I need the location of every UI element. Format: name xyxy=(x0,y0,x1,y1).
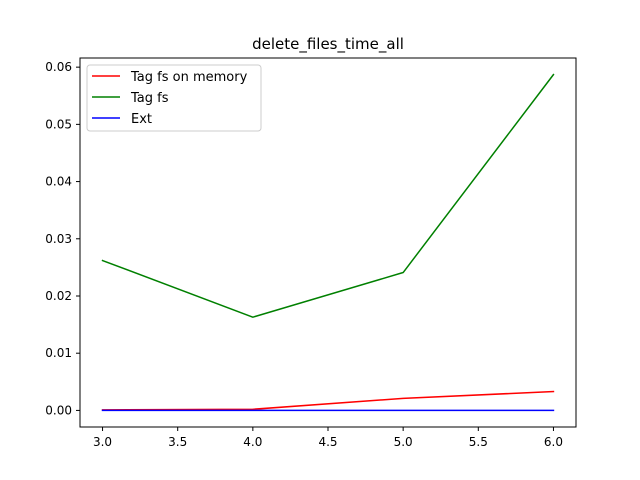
chart-title: delete_files_time_all xyxy=(252,35,404,54)
y-tick-label: 0.06 xyxy=(45,60,72,74)
x-tick-label: 4.0 xyxy=(243,435,262,449)
x-tick-label: 5.0 xyxy=(394,435,413,449)
y-tick-label: 0.03 xyxy=(45,232,72,246)
legend-box xyxy=(86,64,262,132)
x-tick-label: 5.5 xyxy=(469,435,488,449)
y-tick-label: 0.04 xyxy=(45,175,72,189)
series-lines xyxy=(101,73,555,412)
ticks: 3.0 3.5 4.0 4.5 5.0 5.5 6.0 0.00 0.01 0.02 0.03 0.0… xyxy=(45,60,563,449)
y-tick-label: 0.05 xyxy=(45,117,72,131)
y-tick-label: 0.02 xyxy=(45,289,72,303)
series-line-0 xyxy=(101,390,555,411)
y-tick-label: 0.01 xyxy=(45,346,72,360)
legend-label-0: Tag fs on memory xyxy=(130,70,248,85)
x-tick-label: 4.5 xyxy=(318,435,337,449)
legend-label-2: Ext xyxy=(131,112,152,127)
x-tick-label: 3.5 xyxy=(168,435,187,449)
y-tick-label: 0.00 xyxy=(45,403,72,417)
legend: Tag fs on memory Tag fs Ext xyxy=(86,64,262,132)
legend-label-1: Tag fs xyxy=(130,91,169,106)
x-tick-label: 3.0 xyxy=(93,435,112,449)
x-tick-label: 6.0 xyxy=(544,435,563,449)
series-line-1 xyxy=(101,73,555,318)
